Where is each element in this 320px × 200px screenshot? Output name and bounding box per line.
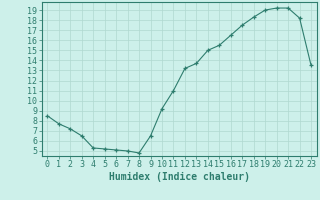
X-axis label: Humidex (Indice chaleur): Humidex (Indice chaleur) <box>109 172 250 182</box>
